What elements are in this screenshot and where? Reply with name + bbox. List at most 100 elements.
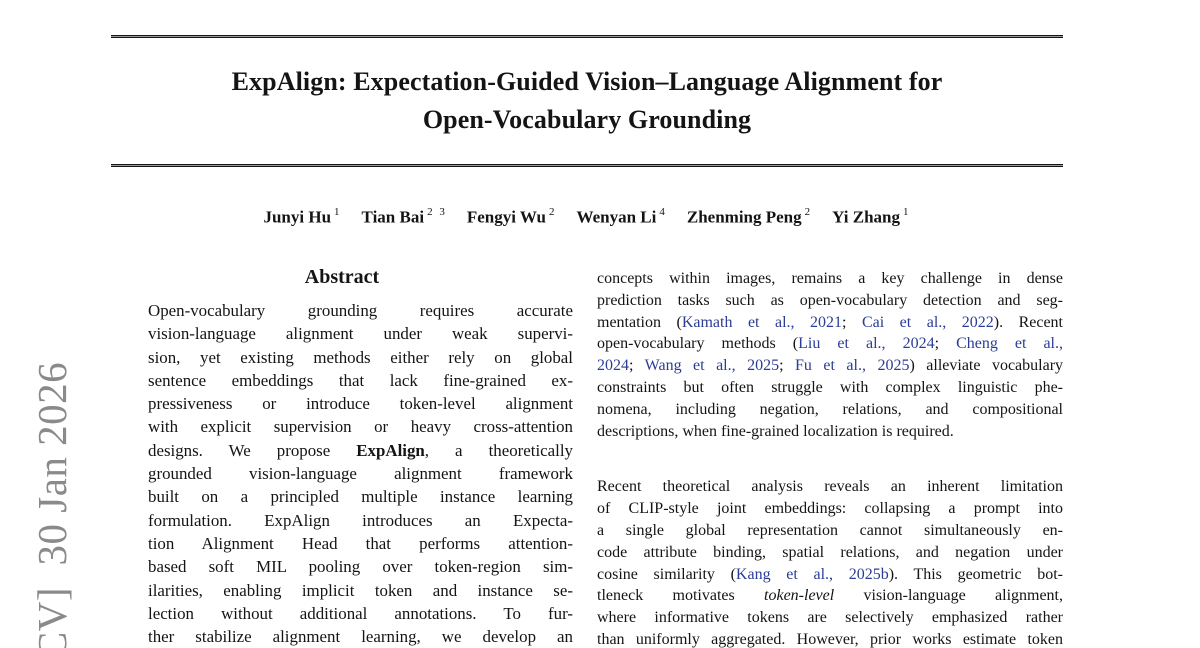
text-line: grounded vision-language alignment frame…	[148, 462, 573, 485]
text-segment: code attribute binding, spatial relation…	[597, 543, 1063, 561]
text-line: concepts within images, remains a key ch…	[597, 268, 1063, 290]
author-affiliation-superscript: 2	[549, 206, 557, 218]
body-paragraph: concepts within images, remains a key ch…	[597, 268, 1063, 442]
text-line: prediction tasks such as open-vocabulary…	[597, 290, 1063, 312]
text-segment: prediction tasks such as open-vocabulary…	[597, 291, 1063, 309]
text-segment: lection without additional annotations. …	[148, 603, 573, 623]
text-segment: pressiveness or introduce token-level al…	[148, 394, 573, 414]
text-segment: descriptions, when fine-grained localiza…	[597, 422, 954, 440]
text-line: open-vocabulary methods (Liu et al., 202…	[597, 333, 1063, 355]
text-line: descriptions, when fine-grained localiza…	[597, 421, 1063, 443]
text-segment: cosine similarity (	[597, 565, 736, 583]
text-line: tleneck motivates token-level vision-lan…	[597, 585, 1063, 607]
text-segment: sion, yet existing methods either rely o…	[148, 347, 573, 367]
citation-link[interactable]: Fu et al., 2025	[795, 357, 910, 375]
author-affiliation-superscript: 1	[903, 206, 911, 218]
citation-link[interactable]: Cai et al., 2022	[861, 313, 994, 331]
abstract-heading: Abstract	[304, 266, 380, 288]
text-segment: ilarities, enabling implicit token and i…	[148, 580, 573, 600]
citation-link[interactable]: Liu et al., 2024	[798, 335, 935, 353]
author: Wenyan Li 4	[576, 206, 667, 228]
text-line: sion, yet existing methods either rely o…	[148, 346, 573, 369]
text-line: designs. We propose ExpAlign, a theoreti…	[148, 439, 573, 462]
text-segment: Recent theoretical analysis reveals an i…	[597, 478, 1063, 496]
text-segment: designs. We propose	[148, 440, 357, 460]
text-segment: ). This geometric bot-	[888, 565, 1063, 583]
author: Fengyi Wu 2	[466, 206, 557, 228]
title-rule-bottom	[111, 164, 1063, 167]
text-segment: ;	[934, 335, 957, 353]
text-segment: built on a principled multiple instance …	[148, 487, 573, 507]
title-rule-top	[111, 35, 1063, 38]
text-segment: mentation (	[597, 313, 682, 331]
author-name: Zhenming Peng	[686, 207, 802, 227]
text-line: with explicit supervision or heavy cross…	[148, 415, 573, 438]
text-segment: ). Recent	[993, 313, 1063, 331]
text-line: formulation. ExpAlign introduces an Expe…	[148, 509, 573, 532]
author-name: Fengyi Wu	[466, 207, 547, 227]
text-segment: based soft MIL pooling over token-region…	[148, 557, 573, 577]
author: Junyi Hu 1	[263, 206, 342, 228]
citation-link[interactable]: Cheng et al.,	[956, 335, 1063, 353]
author-affiliation-superscript: 1	[334, 206, 342, 218]
author-name: Yi Zhang	[832, 207, 901, 227]
citation-link[interactable]: Wang et al., 2025	[644, 357, 780, 375]
text-line: vision-language alignment under weak sup…	[148, 322, 573, 345]
right-column: concepts within images, remains a key ch…	[597, 268, 1063, 648]
text-segment: formulation. ExpAlign introduces an Expe…	[148, 510, 573, 530]
text-segment: token-level	[764, 587, 835, 605]
author-affiliation-superscript: 2	[804, 206, 813, 218]
arxiv-watermark: cs.CV] 30 Jan 2026	[29, 361, 75, 648]
text-line: tion Alignment Head that performs attent…	[148, 532, 573, 555]
text-segment: ) alleviate vocabulary	[909, 357, 1063, 375]
text-line: ther stabilize alignment learning, we de…	[148, 625, 573, 648]
text-segment: sentence embeddings that lack fine-grain…	[148, 370, 573, 390]
text-segment: ;	[779, 357, 796, 375]
text-line: nomena, including negation, relations, a…	[597, 399, 1063, 421]
text-line: Open-vocabulary grounding requires accur…	[148, 299, 573, 322]
text-segment: grounded vision-language alignment frame…	[148, 464, 573, 484]
text-line: based soft MIL pooling over token-region…	[148, 555, 573, 578]
author-name: Wenyan Li	[576, 207, 657, 227]
author-affiliation-superscript: 2 3	[427, 206, 447, 218]
author-list: Junyi Hu 1 Tian Bai 2 3 Fengyi Wu 2 Wenyan Li 4…	[111, 206, 1063, 228]
text-segment: nomena, including negation, relations, a…	[597, 400, 1063, 418]
text-line: sentence embeddings that lack fine-grain…	[148, 369, 573, 392]
citation-link[interactable]: Kang et al., 2025b	[735, 565, 889, 583]
text-line: 2024; Wang et al., 2025; Fu et al., 2025…	[597, 355, 1063, 377]
text-segment: a single global representation cannot si…	[597, 521, 1063, 539]
paper-title: ExpAlign: Expectation-Guided Vision–Lang…	[111, 63, 1063, 138]
text-segment: vision-language alignment under weak sup…	[148, 324, 573, 344]
text-line: than uniformly aggregated. However, prio…	[597, 629, 1063, 648]
text-line: lection without additional annotations. …	[148, 602, 573, 625]
text-line: cosine similarity (Kang et al., 2025b). …	[597, 564, 1063, 586]
author-affiliation-superscript: 4	[659, 206, 667, 218]
text-segment: Open-vocabulary grounding requires accur…	[148, 301, 573, 320]
text-segment: ther stabilize alignment learning, we de…	[148, 627, 573, 647]
text-line: pressiveness or introduce token-level al…	[148, 392, 573, 415]
text-segment: of CLIP-style joint embeddings: collapsi…	[597, 500, 1063, 518]
citation-link[interactable]: 2024	[597, 357, 629, 375]
text-line: built on a principled multiple instance …	[148, 485, 573, 508]
text-segment: where informative tokens are selectively…	[597, 609, 1063, 627]
text-line: code attribute binding, spatial relation…	[597, 542, 1063, 564]
author: Tian Bai 2 3	[361, 206, 447, 228]
author: Zhenming Peng 2	[686, 206, 813, 228]
author-name: Tian Bai	[361, 207, 425, 227]
text-line: of CLIP-style joint embeddings: collapsi…	[597, 498, 1063, 520]
text-segment: , a theoretically	[424, 440, 573, 460]
text-line: Recent theoretical analysis reveals an i…	[597, 476, 1063, 498]
text-segment: with explicit supervision or heavy cross…	[148, 417, 573, 437]
paper-title-line2: Open-Vocabulary Grounding	[422, 104, 752, 134]
body-paragraph: Recent theoretical analysis reveals an i…	[597, 476, 1063, 648]
text-segment: ;	[629, 357, 645, 375]
text-segment: tleneck motivates	[597, 587, 765, 605]
citation-link[interactable]: Kamath et al., 2021	[681, 313, 843, 331]
author-name: Junyi Hu	[263, 207, 332, 227]
text-segment: tion Alignment Head that performs attent…	[148, 533, 573, 553]
author: Yi Zhang 1	[832, 206, 911, 228]
text-segment: vision-language alignment,	[834, 587, 1064, 605]
text-segment: open-vocabulary methods (	[597, 335, 799, 353]
text-line: a single global representation cannot si…	[597, 520, 1063, 542]
